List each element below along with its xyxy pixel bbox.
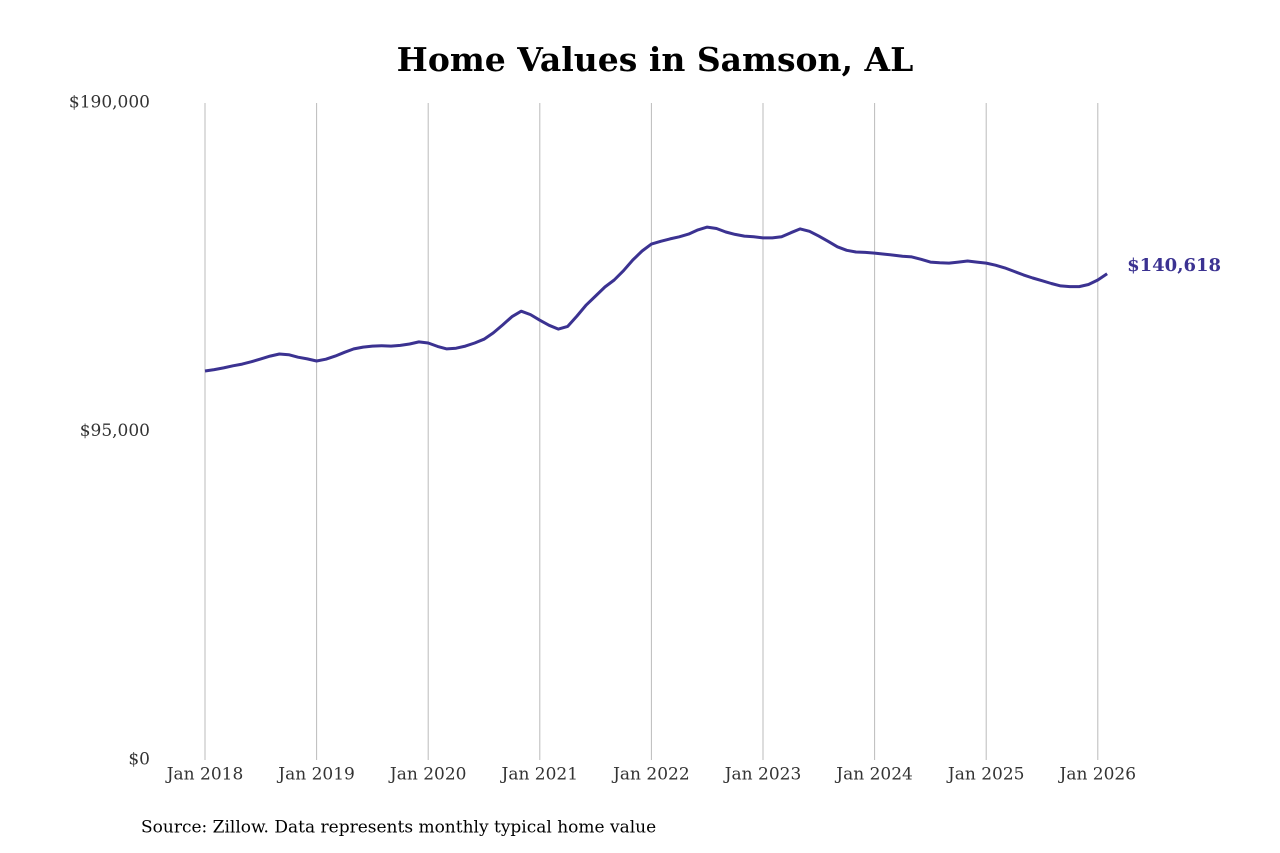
x-tick-label: Jan 2021: [500, 765, 579, 785]
x-tick-label: Jan 2025: [946, 765, 1025, 785]
y-tick-label: $0: [128, 750, 150, 770]
source-note: Source: Zillow. Data represents monthly …: [141, 818, 656, 838]
x-tick-label: Jan 2020: [388, 765, 467, 785]
x-tick-label: Jan 2019: [276, 765, 355, 785]
value-label: $140,618: [1127, 255, 1221, 276]
x-tick-label: Jan 2023: [723, 765, 802, 785]
x-tick-label: Jan 2026: [1058, 765, 1137, 785]
x-tick-label: Jan 2022: [611, 765, 690, 785]
chart-title: Home Values in Samson, AL: [397, 40, 914, 79]
line-series: [204, 225, 1108, 373]
x-tick-label: Jan 2024: [834, 765, 913, 785]
x-tick-label: Jan 2018: [165, 765, 244, 785]
y-tick-label: $190,000: [69, 93, 150, 113]
y-tick-label: $95,000: [80, 421, 150, 441]
